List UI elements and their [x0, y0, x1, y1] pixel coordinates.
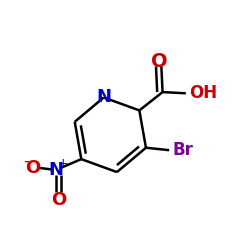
- Text: Br: Br: [172, 141, 193, 159]
- Text: N: N: [96, 88, 111, 106]
- Text: +: +: [57, 157, 68, 170]
- Text: O: O: [51, 191, 66, 209]
- Text: OH: OH: [189, 84, 217, 102]
- Text: O: O: [150, 52, 167, 70]
- Text: -: -: [23, 153, 28, 168]
- Text: N: N: [48, 161, 63, 179]
- Text: O: O: [25, 159, 40, 177]
